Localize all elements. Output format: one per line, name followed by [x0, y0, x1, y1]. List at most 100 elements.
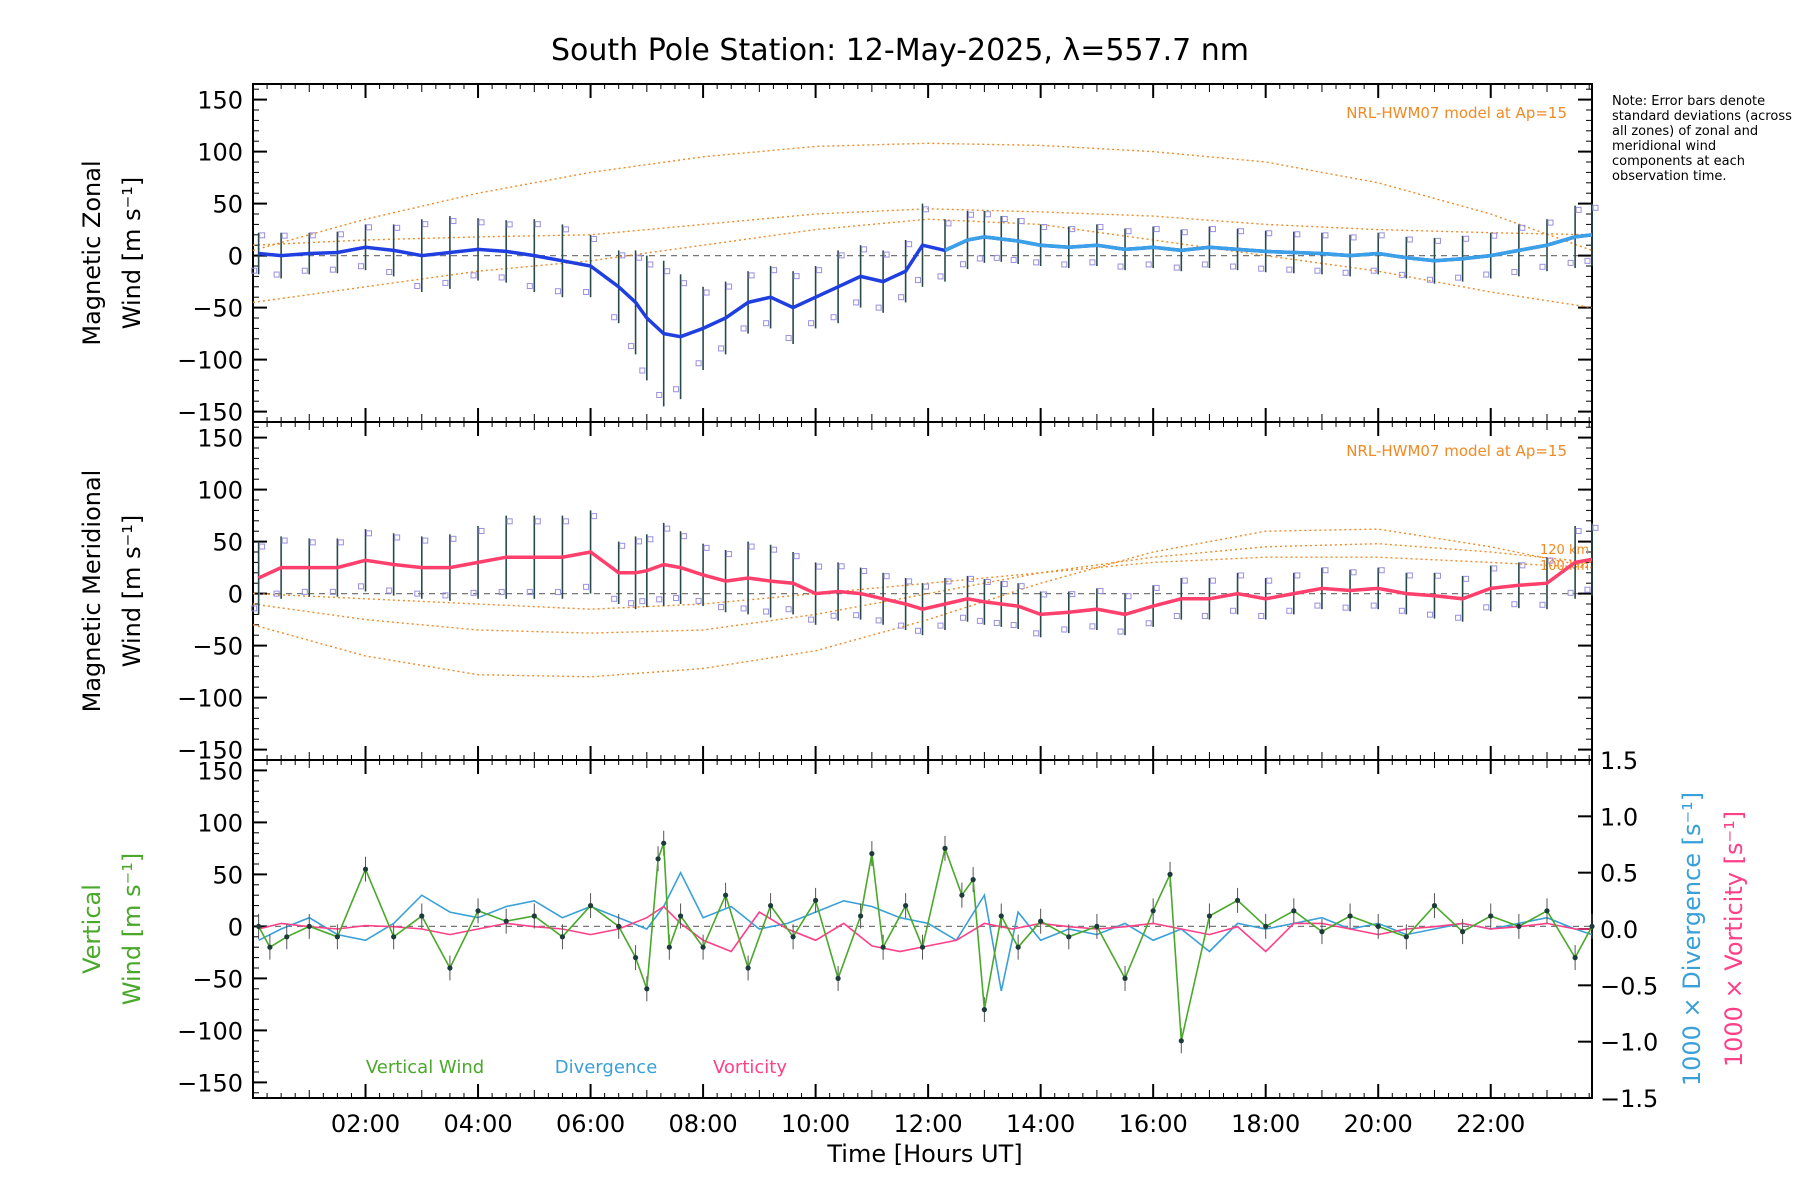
- y-tick-label: 150: [197, 425, 243, 453]
- y2-axis-label-divergence: 1000 × Divergence [s⁻¹]: [1678, 792, 1706, 1086]
- vertical-wind-point: [1319, 929, 1325, 935]
- vertical-wind-point: [1015, 944, 1021, 950]
- zone-scatter-point: [636, 254, 643, 261]
- vertical-wind-point: [419, 913, 425, 919]
- x-tick-label: 18:00: [1231, 1110, 1300, 1138]
- zone-scatter-point: [656, 596, 663, 603]
- zone-scatter-point: [898, 622, 905, 629]
- zone-scatter-point: [1378, 567, 1385, 574]
- series-zonal-mean: [258, 233, 1593, 339]
- zone-scatter-point: [1483, 604, 1490, 611]
- vertical-wind-point: [1066, 934, 1072, 940]
- series-meridional-mean: [257, 550, 1593, 617]
- zone-scatter-point: [329, 266, 336, 273]
- y-tick-label: 50: [212, 861, 243, 889]
- zone-scatter-point: [628, 600, 635, 607]
- vertical-wind-point: [942, 845, 948, 852]
- vertical-wind-point: [790, 934, 796, 940]
- zone-scatter-point: [628, 343, 635, 350]
- zone-scatter-point: [506, 518, 513, 525]
- vertical-wind-point: [1167, 871, 1173, 878]
- y-tick-label: −50: [192, 965, 243, 993]
- x-tick-label: 22:00: [1456, 1110, 1525, 1138]
- x-axis-label: Time [Hours UT]: [826, 1140, 1022, 1168]
- zone-scatter-point: [1511, 601, 1518, 608]
- zone-scatter-point: [1592, 524, 1599, 531]
- zone-scatter-point: [968, 575, 975, 582]
- vertical-wind-point: [587, 903, 594, 909]
- zone-scatter-point: [1266, 230, 1273, 237]
- zone-scatter-point: [808, 616, 815, 623]
- y-axis-label: Magnetic Zonal: [78, 160, 106, 345]
- zone-scatter-point: [861, 246, 868, 253]
- zone-scatter-point: [915, 277, 921, 284]
- vertical-wind-point: [981, 1007, 987, 1013]
- zone-scatter-point: [1539, 601, 1546, 608]
- zone-scatter-point: [422, 221, 429, 228]
- zone-scatter-point: [830, 314, 837, 321]
- zone-scatter-point: [583, 289, 590, 296]
- zone-scatter-point: [562, 518, 569, 525]
- vertical-wind-point: [835, 975, 841, 982]
- vertical-wind-point: [1150, 908, 1156, 914]
- zone-scatter-point: [366, 530, 373, 537]
- zone-scatter-point: [1153, 584, 1160, 591]
- zone-scatter-point: [1547, 219, 1554, 226]
- zone-scatter-point: [937, 273, 944, 280]
- zone-scatter-point: [337, 231, 344, 238]
- zone-scatter-point: [748, 272, 755, 279]
- zone-scatter-point: [1314, 602, 1321, 609]
- zone-scatter-point: [470, 272, 477, 279]
- zone-scatter-point: [273, 590, 280, 597]
- zone-scatter-point: [281, 537, 288, 544]
- zone-scatter-point: [673, 595, 680, 602]
- zone-scatter-point: [394, 224, 401, 231]
- zone-scatter-point: [1069, 226, 1076, 233]
- vertical-wind-point: [1291, 908, 1297, 914]
- zone-scatter-point: [1434, 237, 1441, 244]
- zone-scatter-point: [1378, 232, 1385, 239]
- zone-scatter-point: [386, 587, 393, 594]
- vertical-wind-point: [661, 840, 667, 846]
- vertical-wind-point: [1516, 923, 1522, 930]
- zone-scatter-point: [1033, 630, 1040, 637]
- zone-scatter-point: [993, 619, 1000, 626]
- zone-scatter-point: [718, 604, 725, 611]
- zone-scatter-point: [945, 220, 952, 227]
- zone-scatter-point: [309, 539, 316, 546]
- zone-scatter-point: [656, 391, 663, 398]
- vertical-wind-point: [1589, 923, 1595, 930]
- zone-scatter-point: [1125, 228, 1132, 235]
- zone-scatter-point: [450, 218, 457, 225]
- zone-scatter-point: [1001, 216, 1008, 223]
- zone-scatter-point: [808, 320, 815, 327]
- vertical-wind-point: [334, 934, 340, 940]
- zone-scatter-point: [1519, 562, 1526, 569]
- vertical-wind-point: [722, 892, 729, 898]
- zone-scatter-point: [1230, 263, 1237, 270]
- zone-scatter-point: [1097, 588, 1104, 595]
- zone-scatter-point: [1209, 226, 1216, 233]
- vertical-wind-point: [1038, 918, 1044, 924]
- zone-scatter-point: [639, 367, 646, 374]
- vertical-wind-point: [666, 944, 672, 950]
- vertical-wind-point: [655, 856, 661, 862]
- vertical-wind-point: [1234, 897, 1241, 904]
- zone-scatter-point: [526, 283, 533, 290]
- zone-scatter-point: [1567, 259, 1574, 266]
- zone-scatter-point: [945, 578, 952, 585]
- zone-scatter-point: [1584, 257, 1591, 264]
- zone-scatter-point: [526, 589, 533, 596]
- x-tick-label: 16:00: [1119, 1110, 1188, 1138]
- zone-scatter-point: [591, 235, 598, 242]
- zone-scatter-point: [1258, 612, 1265, 619]
- zone-scatter-point: [875, 617, 882, 624]
- zone-scatter-point: [1434, 572, 1441, 579]
- zone-scatter-point: [281, 232, 288, 239]
- zone-scatter-point: [1238, 228, 1245, 235]
- zone-scatter-point: [968, 211, 975, 218]
- y-tick-label: 0: [228, 243, 243, 271]
- vertical-wind-point: [1375, 923, 1381, 930]
- y2-tick-label: 1.5: [1600, 747, 1638, 775]
- zone-scatter-point: [1519, 224, 1526, 231]
